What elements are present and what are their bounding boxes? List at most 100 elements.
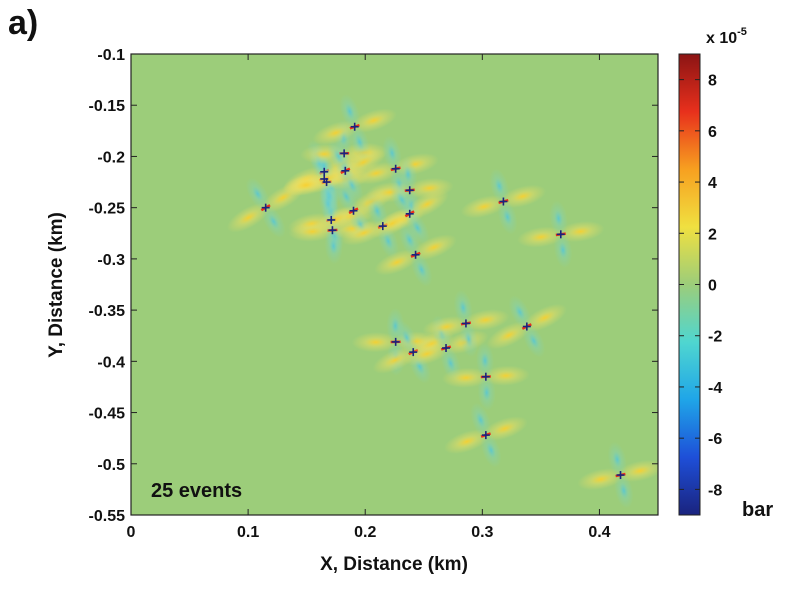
- y-axis-label: Y, Distance (km): [46, 212, 67, 358]
- warm-lobe-shape: [350, 108, 397, 133]
- cool-lobe: [339, 94, 360, 129]
- event-marker: [409, 348, 418, 357]
- warm-lobe-shape: [441, 367, 490, 388]
- warm-lobe-shape: [341, 148, 386, 176]
- event-stress-lobes: [441, 342, 530, 411]
- warm-lobe-shape: [411, 234, 457, 261]
- x-tick-label: 0.2: [354, 524, 376, 541]
- cool-lobe: [522, 324, 546, 358]
- colorbar-tick-label: -8: [708, 482, 722, 499]
- event-marker: [405, 186, 414, 195]
- cool-lobe: [614, 472, 634, 509]
- warm-lobe: [441, 367, 490, 388]
- warm-lobe-shape: [486, 321, 531, 350]
- event-marker: [405, 209, 414, 218]
- event-marker: [322, 178, 331, 187]
- cool-lobe-shape: [497, 199, 518, 235]
- event-stress-lobes: [517, 200, 605, 269]
- plot-background: [131, 54, 658, 515]
- event-stress-lobes: [374, 222, 457, 287]
- cool-lobe-shape: [614, 472, 634, 509]
- colorbar-tick-label: 2: [708, 226, 717, 243]
- cool-lobe-shape: [398, 222, 421, 257]
- y-tick-label: -0.5: [97, 457, 125, 474]
- warm-lobe-shape: [352, 162, 400, 185]
- cool-lobe-shape: [489, 168, 510, 204]
- warm-lobe: [556, 221, 605, 242]
- event-marker: [499, 197, 508, 206]
- event-marker: [349, 206, 358, 215]
- event-stress-lobes: [422, 289, 510, 357]
- cool-lobe: [549, 200, 568, 237]
- event-stress-lobes: [444, 402, 528, 468]
- warm-lobe-shape: [422, 316, 470, 338]
- colorbar-tick-label: -6: [708, 431, 722, 448]
- warm-lobe: [481, 416, 528, 441]
- event-marker: [481, 431, 490, 440]
- warm-lobe: [486, 321, 531, 350]
- warm-lobe-shape: [226, 202, 270, 233]
- warm-lobe-shape: [444, 429, 490, 454]
- warm-lobe: [577, 468, 625, 491]
- cool-lobe-shape: [261, 205, 286, 238]
- cool-lobe: [398, 222, 421, 257]
- cool-lobe: [245, 177, 270, 211]
- warm-lobe-shape: [481, 365, 530, 386]
- cool-lobe: [334, 179, 358, 214]
- y-tick-label: -0.25: [89, 201, 126, 218]
- warm-lobe-shape: [616, 459, 658, 482]
- cool-lobe: [453, 289, 473, 326]
- warm-lobe: [374, 249, 420, 276]
- cool-lobe-shape: [324, 228, 343, 265]
- cool-lobe: [475, 342, 495, 379]
- event-stress-lobes: [486, 295, 567, 358]
- cool-lobe: [327, 139, 350, 174]
- warm-lobe: [499, 184, 547, 208]
- event-marker: [327, 215, 336, 224]
- colorbar-tick-label: -4: [708, 380, 722, 397]
- cool-lobe-shape: [398, 156, 418, 193]
- warm-lobe-shape: [403, 342, 451, 366]
- warm-lobe-shape: [461, 309, 510, 331]
- cool-lobe: [324, 228, 343, 265]
- cool-lobe-shape: [327, 139, 350, 174]
- colorbar-tick-label: -2: [708, 329, 722, 346]
- stress-field-layer: [226, 94, 658, 509]
- y-axis-ticks: -0.1 -0.15 -0.2 -0.25 -0.3 -0.35 -0.4 -0.45 -0.5…: [89, 47, 658, 525]
- warm-lobe: [444, 429, 490, 454]
- cool-lobe: [382, 135, 402, 171]
- colorbar-tick-label: 0: [708, 278, 717, 295]
- cool-lobe-shape: [480, 432, 502, 468]
- warm-lobe: [517, 226, 565, 248]
- event-stress-lobes: [577, 441, 658, 509]
- warm-lobe: [616, 459, 658, 482]
- cool-lobe-shape: [470, 402, 491, 438]
- cool-lobe: [349, 124, 370, 160]
- warm-lobe: [411, 234, 457, 261]
- cool-lobe-shape: [245, 177, 270, 211]
- colorbar-tick-label: 4: [708, 175, 717, 192]
- event-marker: [328, 226, 337, 235]
- cool-lobe-shape: [334, 179, 358, 214]
- warm-lobe-shape: [517, 226, 565, 248]
- warm-lobe: [341, 148, 386, 176]
- warm-lobe: [372, 346, 418, 374]
- plot-frame: [130, 53, 659, 516]
- event-marker: [616, 471, 625, 480]
- cool-lobe-shape: [477, 374, 496, 411]
- colorbar-tick-label: 8: [708, 73, 717, 90]
- event-marker: [261, 203, 270, 212]
- warm-lobe: [370, 208, 414, 239]
- event-marker: [341, 166, 350, 175]
- colorbar-ticks: 8 6 4 2 0 -2 -4 -6 -8: [679, 73, 722, 499]
- cool-lobe: [405, 211, 430, 245]
- cool-lobe: [508, 295, 532, 329]
- cool-lobe-shape: [395, 320, 418, 355]
- cool-lobe: [459, 321, 479, 357]
- warm-lobe-shape: [351, 332, 400, 353]
- warm-lobe-shape: [313, 205, 358, 234]
- event-stress-lobes: [370, 183, 449, 245]
- colorbar-tick-label: 6: [708, 124, 717, 141]
- y-tick-label: -0.1: [97, 47, 125, 64]
